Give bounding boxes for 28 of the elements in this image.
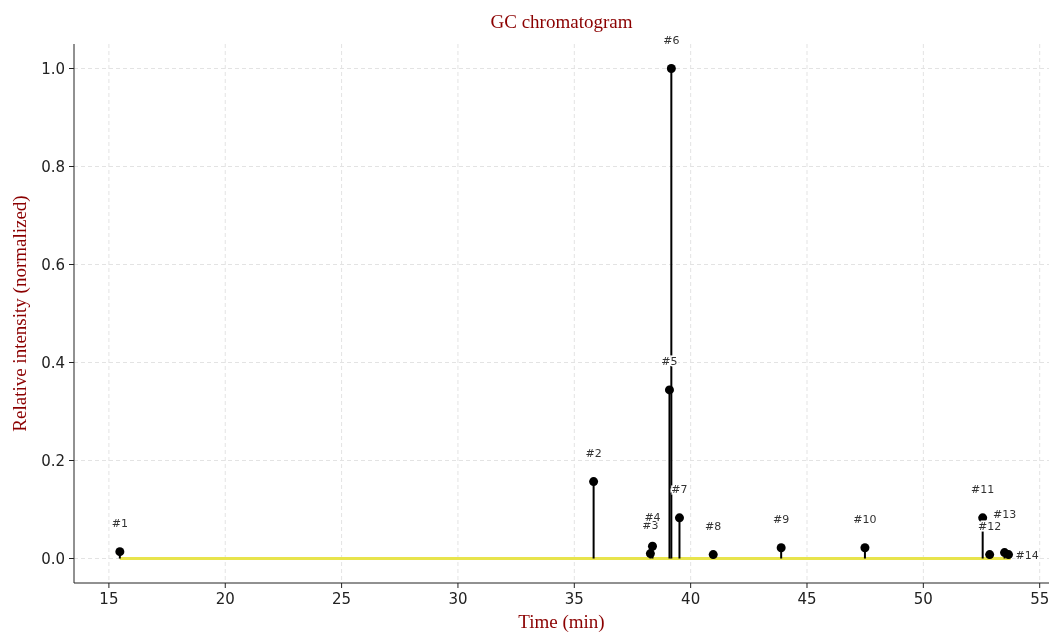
chart-title: GC chromatogram: [490, 11, 633, 32]
y-tick-label: 0.2: [41, 451, 65, 470]
y-tick-label: 0.6: [41, 255, 65, 274]
x-tick-label: 35: [564, 590, 584, 608]
annotation: #2: [585, 446, 602, 460]
annotation: #6: [663, 33, 680, 47]
y-tick-label: 1.0: [41, 59, 65, 78]
x-tick-label: 30: [448, 590, 468, 608]
x-axis-title: Time (min): [518, 611, 605, 632]
annotation: #10: [853, 512, 877, 526]
annotation: #11: [971, 482, 995, 496]
annotation: #1: [111, 516, 128, 530]
annotation: #14: [1015, 548, 1039, 562]
y-axis-title: Relative intensity (normalized): [9, 195, 31, 432]
x-tick-label: 15: [99, 590, 119, 608]
annotation: #13: [992, 507, 1017, 521]
annotation: #7: [671, 482, 688, 496]
y-tick-label: 0.4: [41, 353, 65, 372]
x-tick-label: 55: [1030, 590, 1050, 608]
annotation: #8: [705, 519, 722, 533]
x-tick-label: 45: [797, 590, 817, 608]
y-tick-label: 0.8: [41, 157, 65, 176]
y-tick-label: 0.0: [41, 549, 65, 568]
x-tick-label: 20: [215, 590, 235, 608]
x-tick-label: 40: [681, 590, 701, 608]
annotation: #9: [773, 512, 790, 526]
x-tick-label: 25: [332, 590, 352, 608]
x-tick-label: 50: [913, 590, 933, 608]
